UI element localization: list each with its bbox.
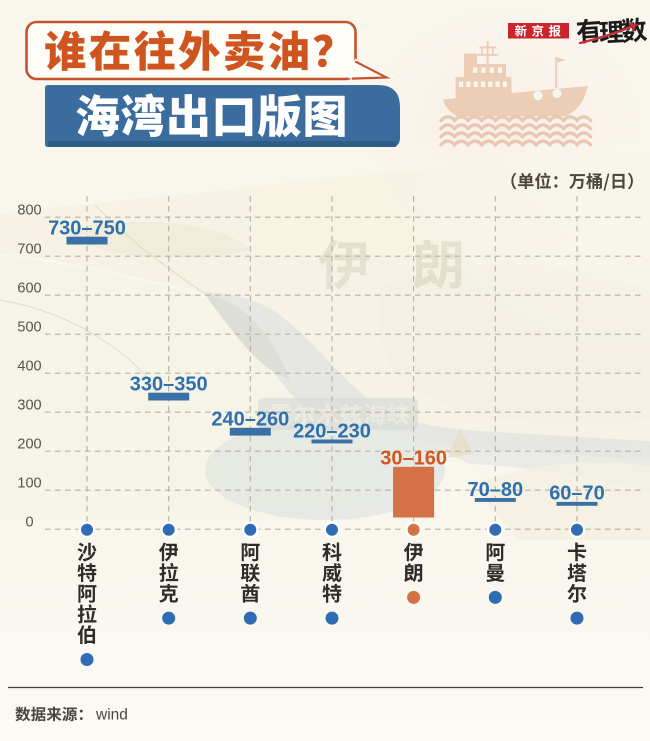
svg-text:700: 700 bbox=[17, 242, 41, 258]
svg-text:300: 300 bbox=[17, 398, 41, 414]
svg-text:730–750: 730–750 bbox=[48, 218, 126, 240]
svg-text:600: 600 bbox=[17, 281, 41, 297]
svg-text:60–70: 60–70 bbox=[549, 483, 605, 505]
svg-text:800: 800 bbox=[17, 203, 41, 219]
svg-text:240–260: 240–260 bbox=[211, 409, 289, 431]
svg-text:400: 400 bbox=[17, 359, 41, 375]
svg-text:70–80: 70–80 bbox=[467, 479, 523, 501]
svg-text:wind: wind bbox=[95, 707, 128, 724]
svg-text:500: 500 bbox=[17, 320, 41, 336]
svg-text:0: 0 bbox=[25, 515, 33, 531]
svg-text:30–160: 30–160 bbox=[380, 448, 447, 470]
svg-text:330–350: 330–350 bbox=[130, 374, 208, 396]
svg-text:220–230: 220–230 bbox=[293, 420, 371, 442]
svg-text:100: 100 bbox=[17, 476, 41, 492]
svg-text:200: 200 bbox=[17, 437, 41, 453]
